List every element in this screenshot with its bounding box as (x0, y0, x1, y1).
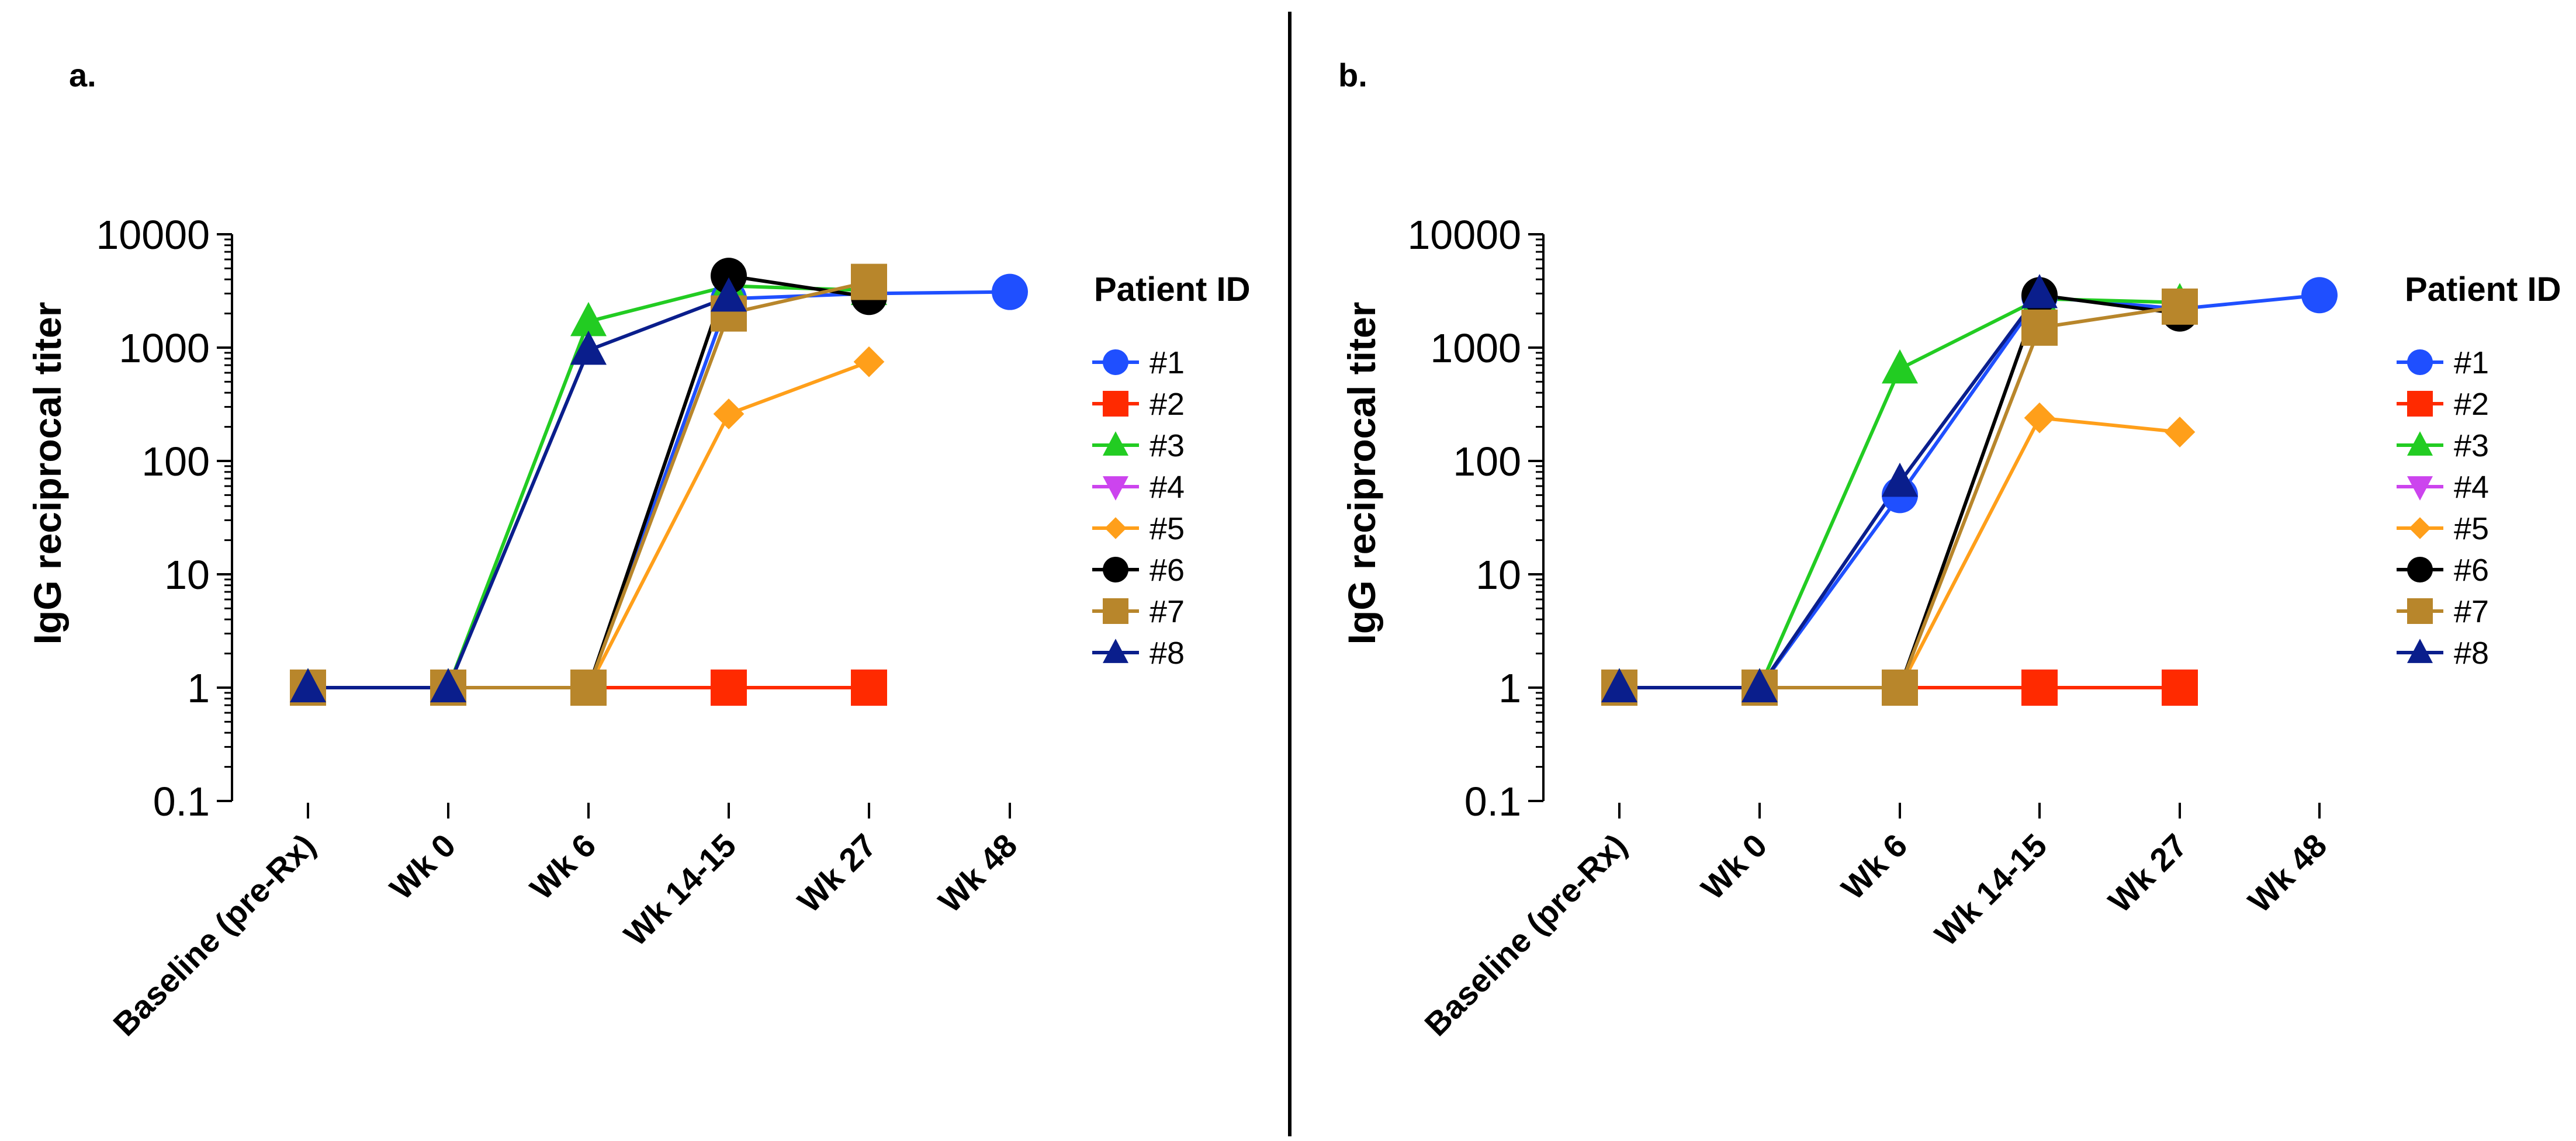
panel-a-legend-marker-p5 (1105, 517, 1127, 539)
panel-b-point-p7 (2162, 288, 2198, 325)
panel-a-legend-marker-p3 (1103, 431, 1128, 456)
panel-a-point-p5 (713, 398, 745, 429)
panel-a-legend-marker-p8 (1103, 639, 1128, 663)
panel-b-point-p7 (2021, 309, 2058, 346)
panel-b-legend-marker-p7 (2407, 598, 2433, 624)
panel-b-legend-marker-p6 (2407, 557, 2433, 582)
panel-b-point-p2 (2021, 670, 2058, 706)
panel-b-series-line-p8 (1619, 292, 2041, 689)
panel-a-legend-label-p2: #2 (1149, 387, 1185, 422)
panel-a-legend-marker-p2 (1103, 391, 1128, 417)
panel-a-legend-label-p5: #5 (1149, 511, 1185, 546)
panel-a: a. IgG reciprocal titer Patient ID 10000… (26, 57, 1251, 1043)
panel-a-point-p2 (851, 670, 887, 706)
panel-a-point-p5 (853, 346, 885, 377)
panel-a-legend-label-p7: #7 (1149, 594, 1185, 629)
panel-a-series-line-p8 (308, 295, 730, 689)
panel-a-series-markers (290, 258, 1028, 706)
panel-b-legend-marker-p8 (2407, 639, 2433, 663)
panel-a-y-axis-label: IgG reciprocal titer (26, 302, 69, 645)
panel-b-point-p7 (1882, 670, 1918, 706)
panel-a-letter: a. (69, 57, 96, 93)
panel-b-legend-label-p2: #2 (2454, 387, 2489, 422)
panel-a-y-tick-label: 1 (187, 665, 210, 711)
panel-a-legend-title: Patient ID (1094, 270, 1251, 308)
panel-b-legend-label-p7: #7 (2454, 594, 2489, 629)
panel-a-legend: #1 #2 #3 #4 #5 #6 #7 #8 (1092, 345, 1185, 671)
panel-b-point-p2 (2162, 670, 2198, 706)
panel-a-point-p8 (290, 668, 326, 703)
panel-b-legend: #1 #2 #3 #4 #5 #6 #7 #8 (2397, 345, 2489, 671)
panel-b-legend-label-p6: #6 (2454, 553, 2489, 588)
panel-b-point-p1 (2301, 277, 2338, 314)
panel-b-series-markers (1601, 273, 2338, 706)
panel-b: b. IgG reciprocal titer Patient ID 10000… (1338, 57, 2561, 1043)
panel-b-legend-label-p5: #5 (2454, 511, 2489, 546)
panel-a-y-tick-label: 0.1 (153, 779, 210, 824)
panel-a-point-p8 (430, 668, 466, 703)
panel-a-legend-label-p8: #8 (1149, 636, 1185, 671)
panel-a-legend-label-p6: #6 (1149, 553, 1185, 588)
panel-b-y-tick-label: 1 (1498, 665, 1521, 711)
panel-b-y-axis-label: IgG reciprocal titer (1340, 302, 1383, 645)
panel-a-legend-marker-p4 (1103, 476, 1128, 501)
panel-b-y-tick-label: 100 (1453, 439, 1521, 484)
panel-a-legend-marker-p6 (1103, 557, 1128, 582)
panel-a-point-p7 (851, 263, 887, 300)
panel-b-point-p8 (1601, 668, 1637, 703)
panel-b-y-tick-label: 0.1 (1464, 779, 1521, 824)
panel-a-legend-label-p3: #3 (1149, 428, 1185, 463)
panel-b-y-tick-label: 1000 (1430, 325, 1521, 371)
panel-b-legend-label-p8: #8 (2454, 636, 2489, 671)
panel-b-y-tick-label: 10000 (1407, 212, 1521, 258)
panel-a-legend-label-p4: #4 (1149, 470, 1185, 505)
panel-b-legend-label-p4: #4 (2454, 470, 2489, 505)
panel-a-point-p2 (711, 670, 747, 706)
panel-b-point-p8 (1741, 668, 1778, 703)
panel-b-legend-title: Patient ID (2405, 270, 2561, 308)
panel-a-y-tick-label: 10000 (96, 212, 210, 258)
panel-b-letter: b. (1338, 57, 1367, 93)
panel-b-legend-marker-p5 (2409, 517, 2431, 539)
panel-a-point-p8 (711, 277, 747, 312)
panel-b-point-p5 (2024, 402, 2055, 433)
panel-b-legend-label-p1: #1 (2454, 345, 2489, 380)
panel-a-point-p1 (992, 273, 1028, 310)
panel-a-legend-marker-p7 (1103, 598, 1128, 624)
panel-a-y-tick-label: 1000 (119, 325, 210, 371)
panel-b-y-tick-label: 10 (1476, 552, 1521, 598)
panel-b-point-p3 (1882, 349, 1918, 384)
panel-b-legend-marker-p2 (2407, 391, 2433, 417)
panel-a-legend-label-p1: #1 (1149, 345, 1185, 380)
panel-b-legend-marker-p4 (2407, 476, 2433, 501)
panel-a-y-tick-label: 100 (141, 439, 210, 484)
panel-b-legend-marker-p1 (2407, 349, 2433, 375)
panel-a-y-tick-label: 10 (164, 552, 210, 598)
panel-a-point-p6 (711, 258, 747, 294)
panel-b-legend-marker-p3 (2407, 431, 2433, 456)
panel-a-legend-marker-p1 (1103, 349, 1128, 375)
panel-a-point-p8 (570, 330, 607, 365)
panel-b-legend-label-p3: #3 (2454, 428, 2489, 463)
panel-b-point-p8 (1882, 462, 1918, 497)
panel-b-point-p8 (2021, 273, 2058, 308)
panel-a-point-p3 (570, 301, 607, 337)
panel-a-point-p7 (570, 670, 607, 706)
panel-b-point-p5 (2164, 417, 2196, 448)
